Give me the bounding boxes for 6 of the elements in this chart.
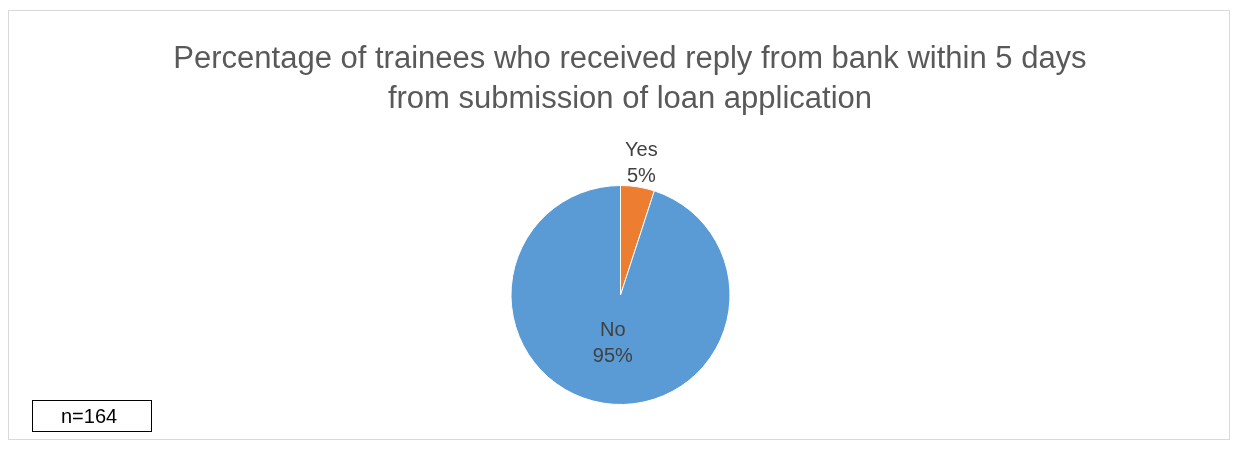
data-label: 95% (592, 344, 634, 367)
slice-label: No (600, 318, 626, 341)
chart-title: Percentage of trainees who received reply from bank within 5 days from submission of loan application (172, 39, 1088, 117)
text: n=164 (32, 400, 152, 432)
data-label: 5% (626, 163, 657, 186)
slice-label: Yes (625, 137, 658, 160)
